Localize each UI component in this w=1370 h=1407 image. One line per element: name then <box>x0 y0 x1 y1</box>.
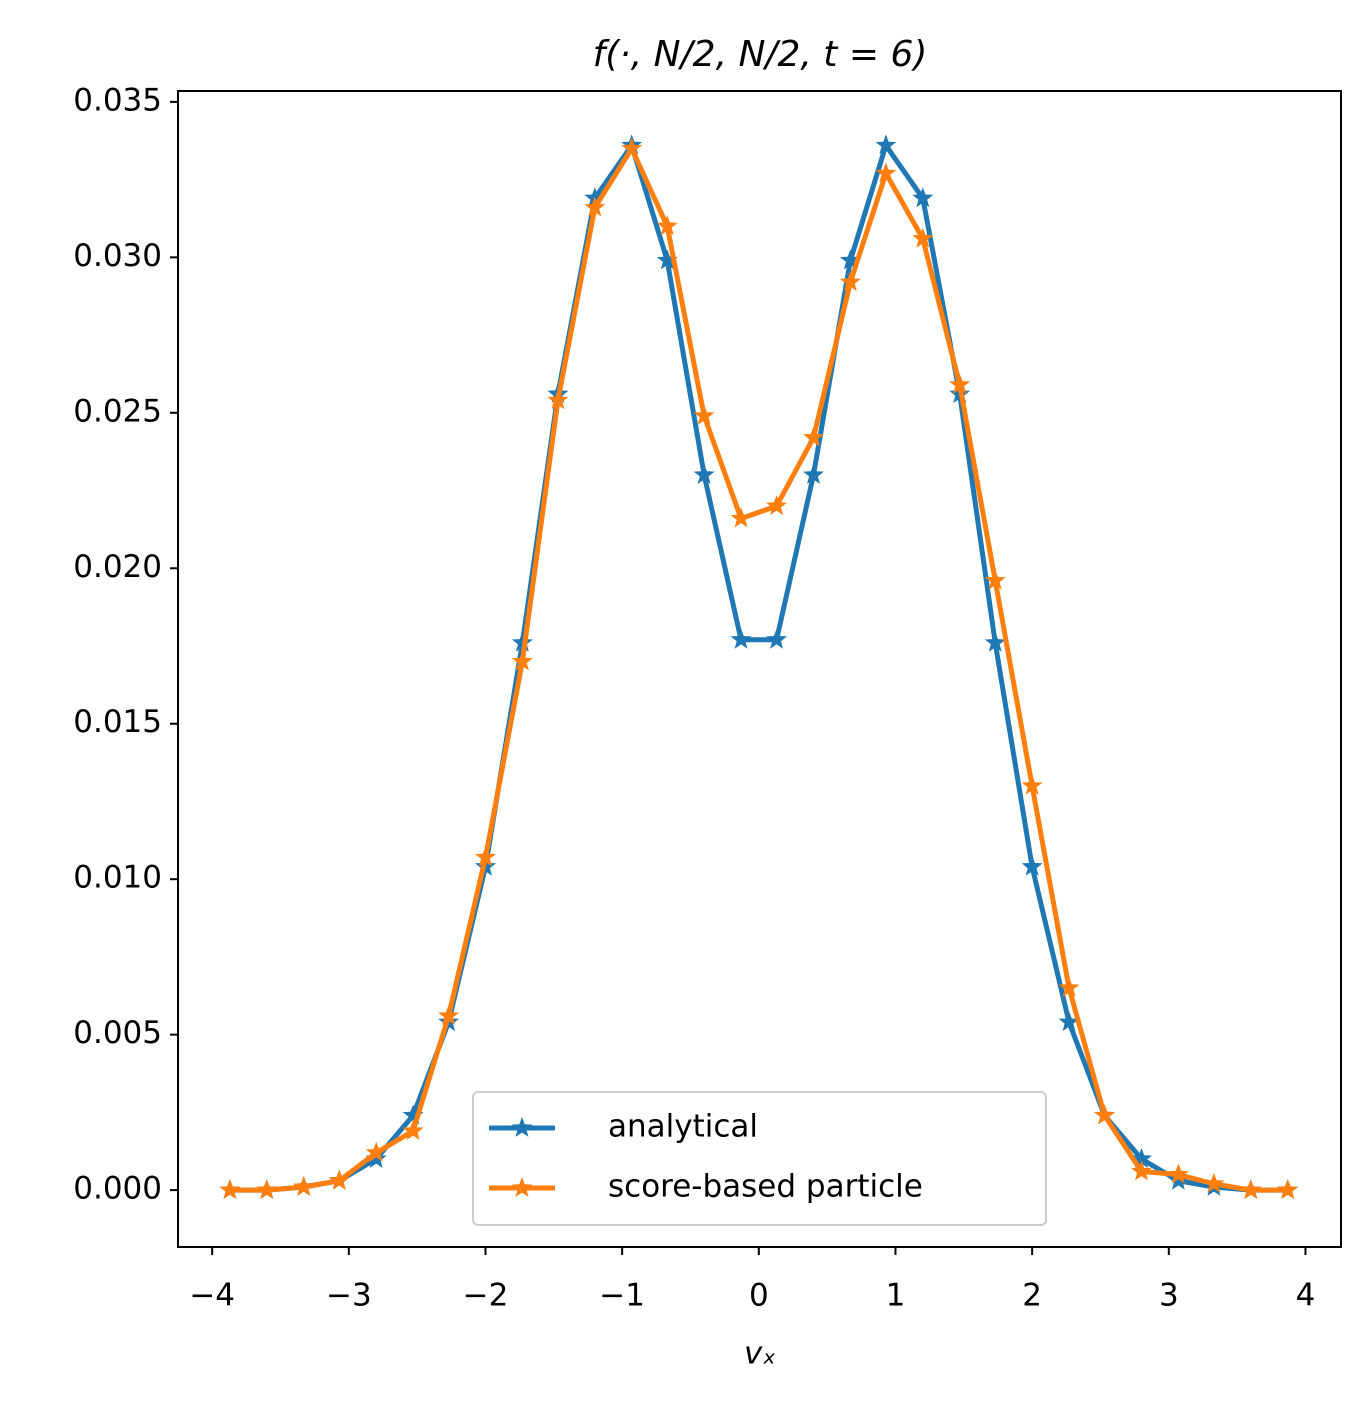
marker <box>1058 1011 1080 1032</box>
marker <box>547 389 569 410</box>
marker <box>1131 1148 1152 1168</box>
marker <box>438 1005 460 1025</box>
x-tick-label: 1 <box>886 1278 906 1314</box>
marker <box>766 628 787 649</box>
marker <box>949 373 971 394</box>
marker <box>1167 1163 1189 1184</box>
marker <box>1240 1179 1262 1199</box>
marker <box>1094 1104 1115 1125</box>
marker <box>584 196 606 217</box>
marker <box>1131 1160 1152 1181</box>
marker <box>984 631 1006 652</box>
marker <box>803 426 824 447</box>
marker <box>511 650 533 671</box>
y-tick-label: 0.000 <box>73 1171 162 1207</box>
y-tick-label: 0.030 <box>73 238 162 274</box>
x-tick-label: 3 <box>1159 1278 1179 1314</box>
marker <box>839 249 861 270</box>
legend-label: score-based particle <box>608 1169 923 1205</box>
x-tick-label: −2 <box>463 1278 509 1314</box>
legend: analytical score-based particle <box>472 1091 1047 1226</box>
legend-marker <box>511 1177 533 1197</box>
plot-frame <box>177 90 1342 1248</box>
marker <box>475 846 496 867</box>
y-tick-label: 0.035 <box>73 82 162 118</box>
marker <box>365 1148 387 1168</box>
marker <box>875 162 897 183</box>
marker <box>730 628 752 649</box>
marker <box>875 134 897 155</box>
marker <box>1021 855 1043 876</box>
x-tick-label: 0 <box>749 1278 769 1314</box>
marker <box>984 569 1006 590</box>
y-tick-label: 0.025 <box>73 393 162 429</box>
marker <box>402 1120 424 1140</box>
line <box>229 146 1288 1193</box>
marker <box>1277 1179 1299 1199</box>
marker <box>656 249 678 270</box>
marker <box>730 507 752 528</box>
legend-marker <box>511 1117 533 1137</box>
x-tick-label: 4 <box>1296 1278 1316 1314</box>
marker <box>693 464 715 484</box>
marker <box>656 215 678 236</box>
marker <box>293 1176 315 1196</box>
marker <box>256 1179 278 1199</box>
legend-box <box>472 1091 1047 1226</box>
y-tick-label: 0.010 <box>73 860 162 896</box>
marker <box>511 631 533 652</box>
marker <box>621 137 643 158</box>
y-tick-label: 0.005 <box>73 1015 162 1051</box>
marker <box>219 1179 241 1199</box>
marker <box>1021 774 1043 795</box>
marker <box>402 1104 424 1125</box>
marker <box>803 464 824 484</box>
y-tick-label: 0.015 <box>73 704 162 740</box>
x-tick-label: −3 <box>326 1278 372 1314</box>
marker <box>693 404 715 425</box>
marker <box>766 495 787 515</box>
x-tick-label: −4 <box>189 1278 235 1314</box>
marker <box>328 1169 350 1190</box>
marker <box>1203 1172 1225 1193</box>
chart-title: f(·, N/2, N/2, t = 6) <box>593 34 928 75</box>
x-tick-label: 2 <box>1022 1278 1042 1314</box>
marker <box>1058 977 1080 997</box>
y-tick-label: 0.020 <box>73 549 162 585</box>
marker <box>912 227 934 248</box>
marker <box>839 271 861 292</box>
line <box>229 142 1288 1193</box>
legend-label: analytical <box>608 1109 758 1145</box>
marker <box>1167 1169 1189 1190</box>
marker <box>912 187 934 208</box>
x-tick-label: −1 <box>599 1278 645 1314</box>
x-axis-label: vₓ <box>744 1336 776 1372</box>
marker <box>365 1141 387 1162</box>
